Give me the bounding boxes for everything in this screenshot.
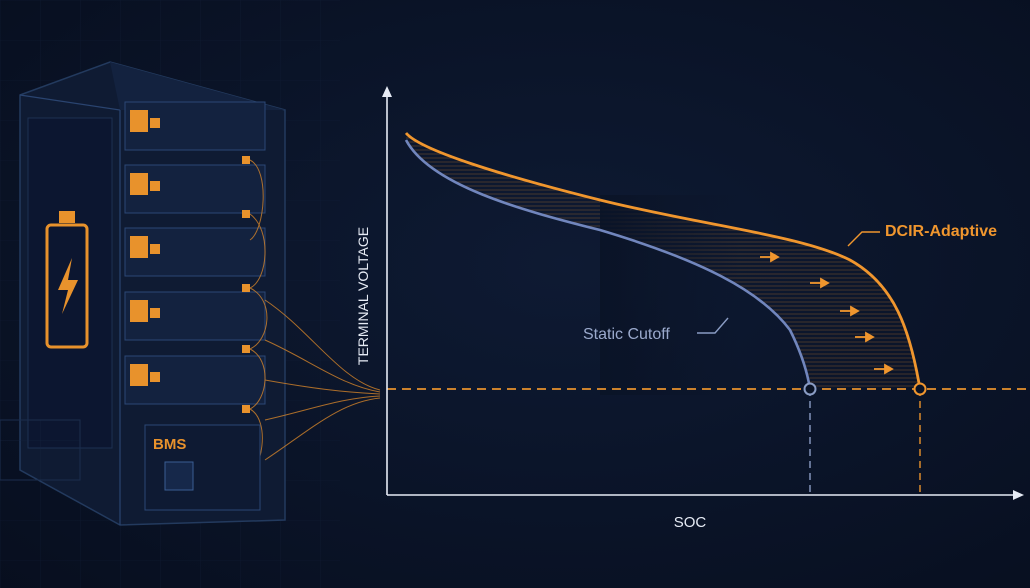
bms-label: BMS: [153, 436, 186, 453]
panel: [0, 419, 81, 481]
bms-chip: [164, 461, 194, 491]
adaptive-curve: [404, 132, 922, 390]
region-fade: [600, 195, 740, 395]
battery-icon: [45, 211, 89, 349]
adaptive-label: DCIR-Adaptive: [885, 223, 997, 240]
y-axis-arrow: [382, 86, 392, 97]
y-axis-label: TERMINAL VOLTAGE: [355, 227, 371, 365]
bms-board: [144, 424, 261, 511]
wires: [239, 159, 381, 491]
gain-arrows: [760, 251, 894, 375]
static-point: [803, 382, 817, 396]
gain-region: [406, 133, 920, 389]
static-label: Static Cutoff: [583, 326, 670, 343]
adaptive-point: [913, 382, 927, 396]
x-axis-arrow: [1013, 490, 1024, 500]
static-curve: [404, 139, 812, 390]
x-axis-label: SOC: [674, 514, 707, 531]
adaptive-leader: [847, 231, 880, 247]
modules: [124, 101, 266, 405]
chart: SOC TERMINAL VOLTAGE DCIR-Adaptive Stati…: [355, 86, 1030, 531]
battery-rack: BMS: [0, 61, 381, 526]
static-leader: [697, 317, 729, 334]
terminals: [130, 110, 250, 413]
